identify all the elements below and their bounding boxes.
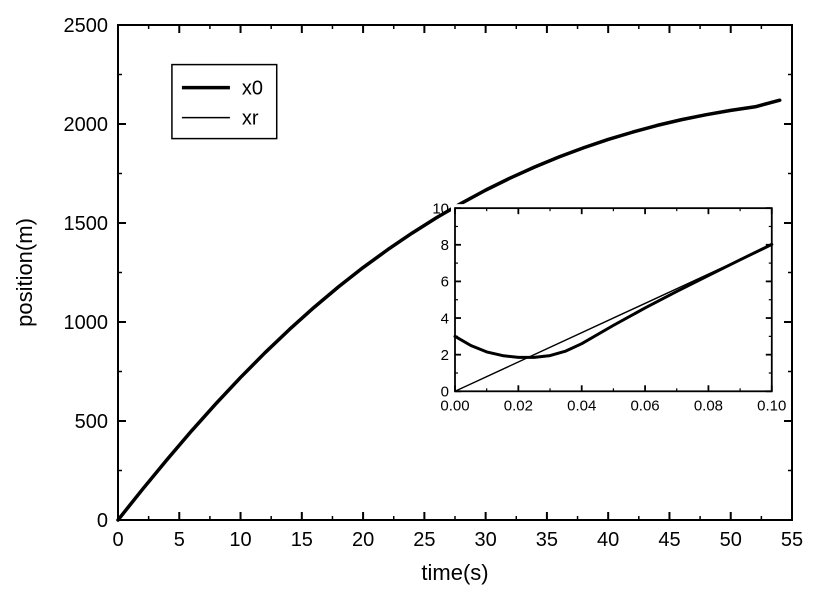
x-axis-label: time(s) <box>421 560 488 585</box>
svg-text:2000: 2000 <box>64 114 109 136</box>
legend: x0 xr <box>172 65 277 139</box>
svg-text:0.06: 0.06 <box>630 397 659 414</box>
svg-text:15: 15 <box>291 529 313 551</box>
svg-text:1000: 1000 <box>64 312 109 334</box>
svg-text:0.10: 0.10 <box>757 397 786 414</box>
svg-text:40: 40 <box>597 529 619 551</box>
svg-text:8: 8 <box>441 237 449 254</box>
svg-text:500: 500 <box>75 411 108 433</box>
svg-text:0.02: 0.02 <box>504 397 533 414</box>
svg-text:6: 6 <box>441 274 449 291</box>
inset-chart: 0.000.020.040.060.080.100246810 <box>432 200 786 416</box>
svg-text:35: 35 <box>536 529 558 551</box>
svg-text:10: 10 <box>432 200 449 217</box>
svg-text:1500: 1500 <box>64 213 109 235</box>
chart-svg: 0510152025303540455055050010001500200025… <box>0 0 832 615</box>
svg-text:45: 45 <box>658 529 680 551</box>
svg-text:5: 5 <box>174 529 185 551</box>
svg-text:30: 30 <box>475 529 497 551</box>
svg-text:2500: 2500 <box>64 15 109 37</box>
svg-text:0: 0 <box>441 384 449 401</box>
svg-text:0: 0 <box>97 510 108 532</box>
svg-text:0: 0 <box>112 529 123 551</box>
legend-label-x0: x0 <box>242 78 263 100</box>
svg-text:2: 2 <box>441 347 449 364</box>
chart-container: 0510152025303540455055050010001500200025… <box>0 0 832 615</box>
svg-text:20: 20 <box>352 529 374 551</box>
svg-text:0.04: 0.04 <box>567 397 596 414</box>
legend-label-xr: xr <box>242 108 259 130</box>
y-axis-label: position(m) <box>12 218 37 327</box>
svg-text:50: 50 <box>720 529 742 551</box>
svg-text:55: 55 <box>781 529 803 551</box>
svg-text:4: 4 <box>441 310 449 327</box>
svg-text:25: 25 <box>413 529 435 551</box>
svg-text:0.08: 0.08 <box>694 397 723 414</box>
svg-text:10: 10 <box>229 529 251 551</box>
